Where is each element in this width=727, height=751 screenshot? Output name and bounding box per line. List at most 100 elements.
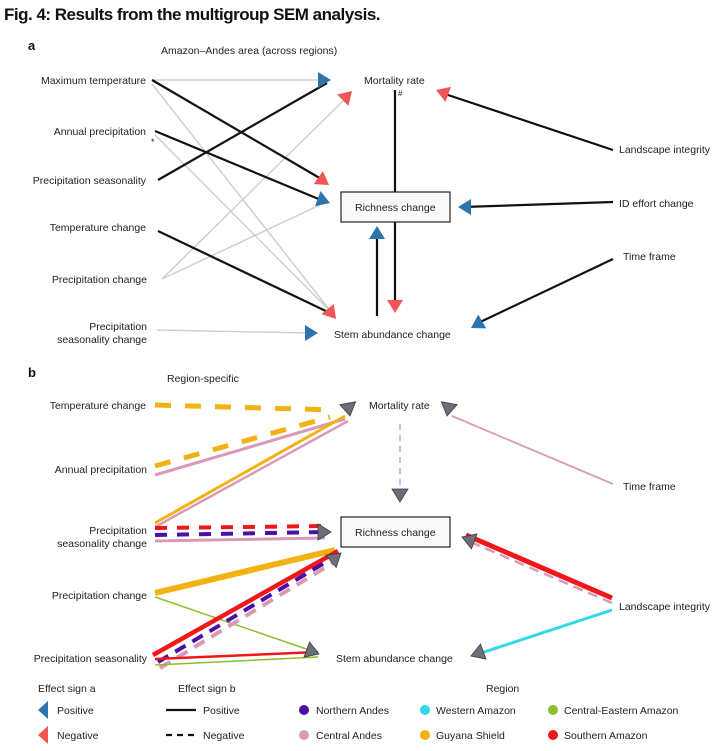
positive-arrow-icon [471,314,487,329]
path-line [156,329,309,334]
path-line [151,79,324,181]
guyana-shield-path [154,414,331,469]
node-richness-box [340,516,451,548]
node-landscape: Landscape integrity [619,144,711,156]
legend-central-eastern-amazon: Central-Eastern Amazon [564,705,679,717]
guyana-shield-path [154,547,336,596]
node-mortality: Mortality rate [364,75,425,87]
node-time-frame: Time frame [623,251,676,263]
path-line [154,129,322,202]
path-line [154,134,333,314]
node-id-effort: ID effort change [619,198,694,210]
southern-amazon-path [465,532,613,601]
node-richness-box [340,191,451,223]
legend-western-amazon: Western Amazon [436,705,516,717]
negative-arrow-icon [38,726,48,744]
node-annual-precip: Annual precipitation [55,464,147,476]
central-eastern-amazon-dot-icon [548,705,558,715]
node-stem: Stem abundance change [334,329,451,341]
legend-southern-amazon: Southern Amazon [564,730,648,742]
legend-negative-b: Negative [203,730,245,742]
western-amazon-path [474,608,613,657]
hash-mark: # [398,89,403,98]
node-precip-seasonality: Precipitation seasonality [34,653,148,665]
asterisk-mark: * [151,137,155,147]
panel-b: b Region-specific Temperature change Ann… [28,365,711,670]
node-precip-change: Precipitation change [52,274,147,286]
path-line [157,82,328,181]
central-eastern-amazon-path [154,656,319,666]
legend-northern-andes: Northern Andes [316,705,389,717]
node-precip-seasonality: Precipitation seasonality [33,175,147,187]
legend-central-andes: Central Andes [316,730,382,742]
positive-arrow-icon [315,191,330,207]
legend-positive-a: Positive [57,705,94,717]
path-line [475,258,614,325]
path-line [462,200,614,209]
node-precip-change: Precipitation change [52,590,147,602]
region-arrow-icon [391,488,409,503]
central-andes-path [451,415,614,485]
positive-arrow-icon [318,72,331,88]
negative-arrow-icon [321,303,336,319]
node-psc-line2: seasonality change [57,538,147,550]
northern-andes-path [156,554,338,664]
western-amazon-dot-icon [420,705,430,715]
southern-amazon-dot-icon [548,730,558,740]
legend-region-title: Region [486,683,519,695]
northern-andes-path [154,530,326,537]
legend-positive-b: Positive [203,705,240,717]
negative-arrow-icon [337,91,352,106]
node-psc-line2: seasonality change [57,334,147,346]
central-andes-path [154,419,349,529]
positive-arrow-icon [305,325,318,341]
positive-arrow-icon [38,701,48,719]
central-andes-path [154,536,326,543]
central-andes-path [154,417,346,477]
node-time-frame: Time frame [623,481,676,493]
legend-effect-a-title: Effect sign a [38,683,96,695]
node-mortality: Mortality rate [369,400,430,412]
node-psc-line1: Precipitation [89,321,147,333]
path-line [157,230,331,314]
legend-guyana-shield: Guyana Shield [436,730,505,742]
southern-amazon-path [154,524,326,530]
central-andes-dot-icon [299,730,309,740]
node-max-temp: Maximum temperature [41,75,146,87]
panel-b-label: b [28,365,36,380]
node-stem: Stem abundance change [336,653,453,665]
positive-arrow-icon [369,226,385,239]
central-eastern-amazon-path [154,596,319,654]
path-line [151,83,333,314]
guyana-shield-path [154,414,346,525]
northern-andes-dot-icon [299,705,309,715]
negative-arrow-icon [313,170,329,185]
negative-arrow-icon [436,86,451,102]
node-landscape: Landscape integrity [619,601,711,613]
path-line [161,203,323,280]
panel-a-subtitle: Amazon–Andes area (across regions) [161,45,337,57]
panel-a: a Amazon–Andes area (across regions) Max… [28,38,711,346]
southern-amazon-path [151,549,340,657]
node-richness: Richness change [355,527,436,539]
region-arrow-icon [303,641,320,658]
legend: Effect sign a Effect sign b Region Posit… [38,683,679,744]
central-andes-path [465,538,613,605]
node-richness: Richness change [355,202,436,214]
node-psc-line1: Precipitation [89,525,147,537]
node-temp-change: Temperature change [50,400,146,412]
panel-b-subtitle: Region-specific [167,373,239,385]
negative-arrow-icon [387,300,403,313]
region-arrow-icon [461,533,478,550]
region-arrow-icon [325,552,342,569]
panel-a-label: a [28,38,36,53]
legend-effect-b-title: Effect sign b [178,683,236,695]
region-arrow-icon [317,523,332,541]
node-annual-precip: Annual precipitation [54,126,146,138]
path-line [441,91,614,152]
positive-arrow-icon [458,199,471,215]
node-temp-change: Temperature change [50,222,146,234]
southern-amazon-path [154,650,319,661]
